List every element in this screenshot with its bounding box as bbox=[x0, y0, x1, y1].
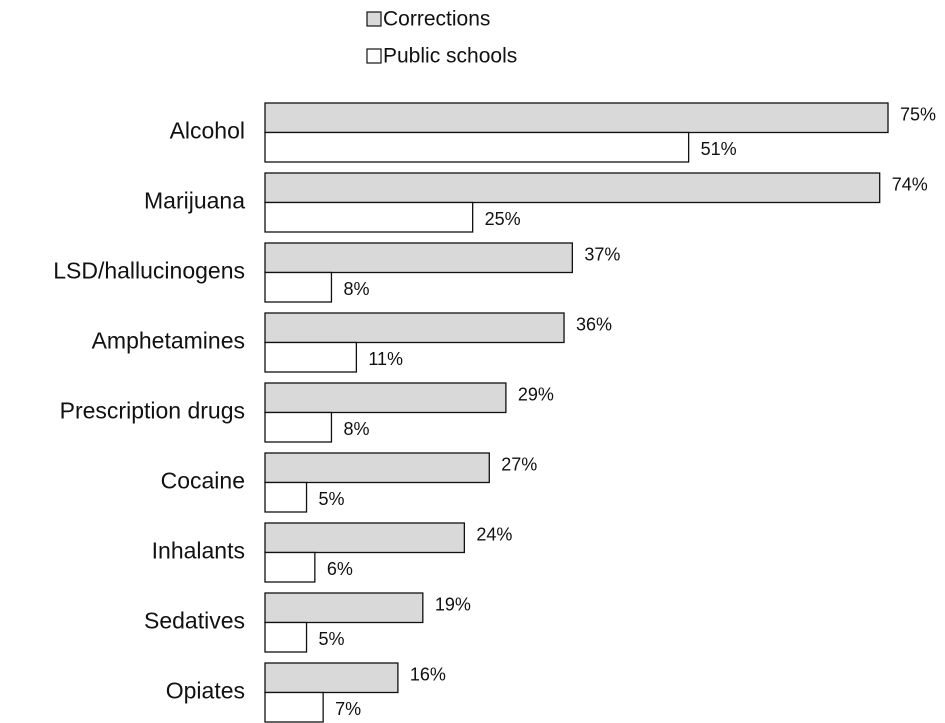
bar bbox=[264, 242, 573, 274]
category-label: Marijuana bbox=[144, 188, 245, 214]
value-label: 75% bbox=[900, 105, 936, 125]
bar bbox=[264, 452, 490, 484]
category-label: Prescription drugs bbox=[60, 398, 245, 424]
legend-swatch bbox=[366, 48, 382, 64]
bar bbox=[264, 312, 565, 344]
value-label: 5% bbox=[319, 629, 345, 649]
bar bbox=[264, 131, 690, 163]
bar bbox=[264, 662, 399, 694]
bar bbox=[264, 201, 474, 233]
value-label: 27% bbox=[501, 455, 537, 475]
bar bbox=[264, 522, 466, 554]
legend-swatch bbox=[366, 11, 382, 27]
category-label: Inhalants bbox=[152, 538, 245, 564]
bar bbox=[264, 592, 424, 624]
value-label: 5% bbox=[319, 489, 345, 509]
category-label: Amphetamines bbox=[92, 328, 245, 354]
category-label: LSD/hallucinogens bbox=[53, 258, 245, 284]
bar bbox=[264, 621, 308, 653]
bar bbox=[264, 691, 324, 723]
category-label: Sedatives bbox=[144, 608, 245, 634]
value-label: 8% bbox=[343, 419, 369, 439]
value-label: 16% bbox=[410, 665, 446, 685]
value-label: 25% bbox=[485, 209, 521, 229]
value-label: 51% bbox=[701, 139, 737, 159]
value-label: 24% bbox=[476, 525, 512, 545]
category-label: Alcohol bbox=[170, 118, 245, 144]
value-label: 36% bbox=[576, 315, 612, 335]
legend-label: Public schools bbox=[383, 45, 517, 68]
value-label: 7% bbox=[335, 699, 361, 719]
value-label: 37% bbox=[584, 245, 620, 265]
value-label: 6% bbox=[327, 559, 353, 579]
bar bbox=[264, 271, 333, 303]
value-label: 74% bbox=[892, 175, 928, 195]
category-label: Cocaine bbox=[161, 468, 245, 494]
value-label: 19% bbox=[435, 595, 471, 615]
value-label: 11% bbox=[368, 349, 403, 369]
category-label: Opiates bbox=[166, 678, 245, 704]
bar bbox=[264, 411, 333, 443]
value-label: 8% bbox=[343, 279, 369, 299]
bar bbox=[264, 481, 308, 513]
bar bbox=[264, 551, 316, 583]
bar bbox=[264, 382, 507, 414]
bar bbox=[264, 341, 358, 373]
legend: Corrections Public schools bbox=[366, 8, 517, 68]
legend-label: Corrections bbox=[383, 8, 490, 31]
value-label: 29% bbox=[518, 385, 554, 405]
bar bbox=[264, 172, 881, 204]
bar bbox=[264, 102, 889, 134]
